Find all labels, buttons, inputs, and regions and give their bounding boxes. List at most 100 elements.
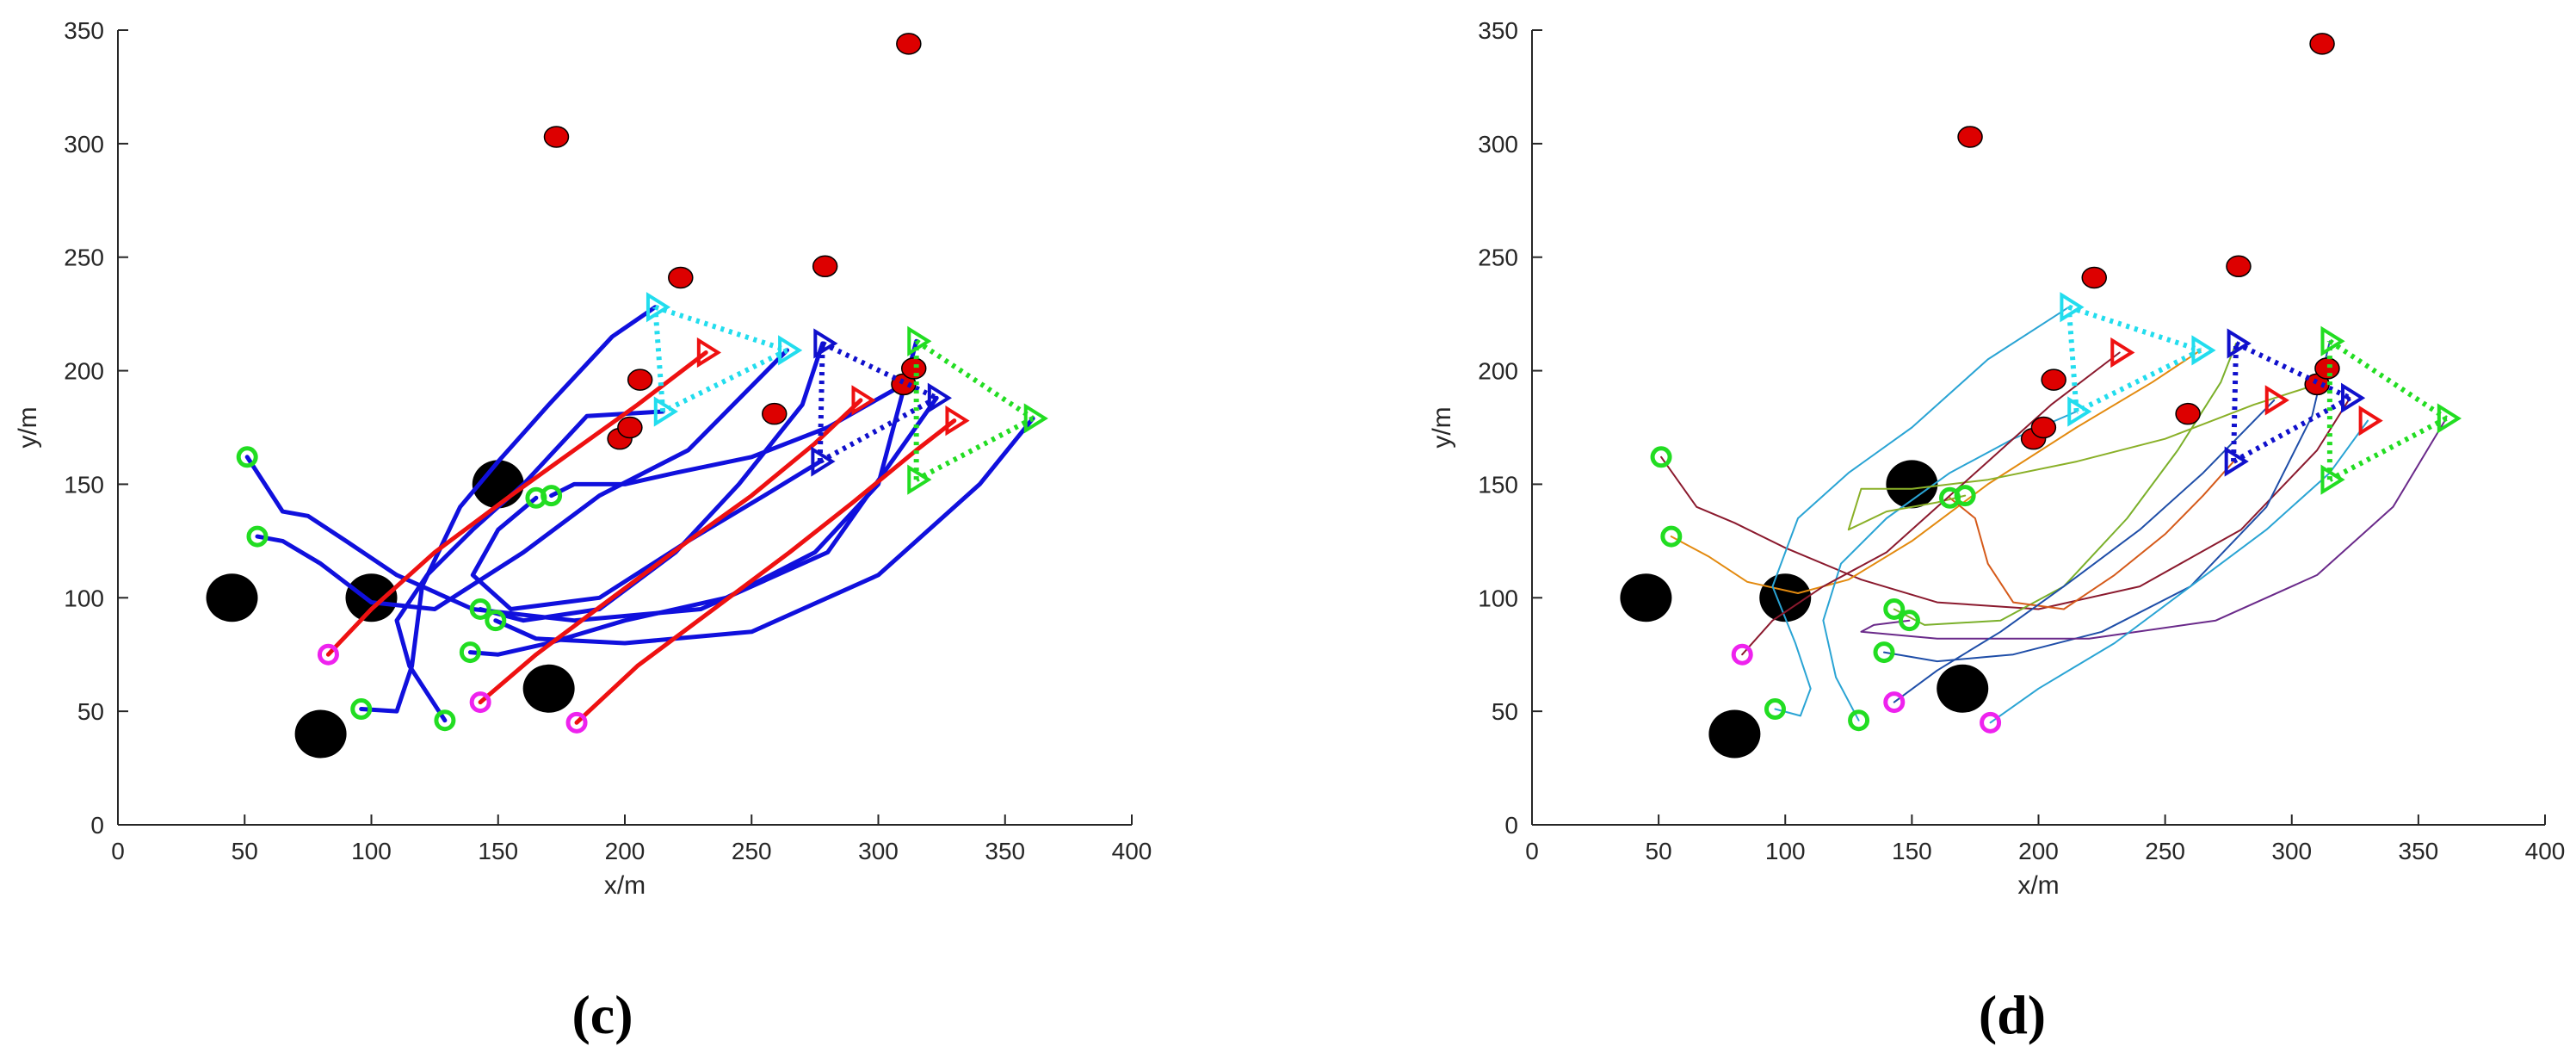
- x-tick-label: 150: [478, 838, 518, 864]
- trajectory-line: [1670, 349, 2202, 594]
- trajectory-line: [467, 338, 919, 657]
- start-marker-green: [1954, 485, 1976, 507]
- y-tick-label: 250: [64, 245, 104, 271]
- obstacle-marker: [294, 709, 347, 759]
- start-marker-green: [1873, 641, 1895, 664]
- formation-vertex-marker: [2320, 464, 2345, 495]
- trajectory-line: [478, 398, 863, 705]
- trajectory-line: [1822, 411, 2078, 721]
- start-marker-green: [485, 610, 507, 632]
- target-marker: [2030, 416, 2057, 439]
- trajectory-line: [1860, 418, 2448, 640]
- obstacle-marker: [1708, 709, 1761, 759]
- formation-edge: [915, 338, 1035, 421]
- x-tick-label: 350: [985, 838, 1025, 864]
- x-tick-label: 400: [2525, 838, 2566, 864]
- y-tick-label: 100: [64, 585, 104, 611]
- y-tick-label: 0: [90, 812, 104, 839]
- formation-edge: [2066, 307, 2079, 412]
- formation-vertex-marker: [907, 325, 932, 356]
- formation-edge: [2328, 338, 2448, 421]
- target-marker: [2175, 402, 2201, 425]
- y-tick-label: 100: [1478, 585, 1518, 611]
- formation-edge: [652, 307, 666, 412]
- target-marker: [2226, 255, 2252, 278]
- y-axis-title: y/m: [14, 406, 42, 448]
- start-marker-green: [236, 446, 258, 468]
- trajectory-line: [325, 350, 708, 657]
- formation-vertex-marker: [646, 292, 671, 323]
- formation-edge: [2234, 341, 2351, 400]
- trajectory-line: [255, 348, 789, 611]
- formation-vertex-marker: [2110, 337, 2135, 368]
- x-tick-label: 300: [2271, 838, 2312, 864]
- formation-vertex-marker: [811, 446, 836, 477]
- y-tick-label: 350: [64, 17, 104, 44]
- formation-vertex-marker: [653, 396, 678, 427]
- x-tick-label: 400: [1112, 838, 1152, 864]
- trajectory-line: [1893, 399, 2276, 703]
- trajectory-line: [493, 416, 1035, 646]
- start-marker-green: [350, 698, 373, 721]
- start-marker-green: [459, 641, 481, 664]
- obstacle-marker: [1937, 664, 1989, 713]
- formation-vertex-marker: [2341, 382, 2366, 413]
- start-marker-green: [1848, 709, 1870, 732]
- x-tick-label: 100: [351, 838, 392, 864]
- x-tick-label: 250: [2145, 838, 2185, 864]
- trajectory-line: [1771, 306, 2070, 717]
- formation-edge: [821, 341, 938, 400]
- formation-vertex-marker: [2358, 405, 2383, 437]
- formation-vertex-marker: [2264, 385, 2289, 416]
- x-tick-label: 50: [1646, 838, 1672, 864]
- x-tick-label: 300: [858, 838, 899, 864]
- trajectory-line: [1883, 340, 2331, 663]
- trajectory-line: [1660, 397, 2351, 610]
- formation-vertex-marker: [696, 337, 722, 368]
- panel-caption: (d): [1979, 984, 2046, 1045]
- x-tick-label: 250: [732, 838, 772, 864]
- formation-vertex-marker: [813, 328, 838, 359]
- formation-vertex-marker: [2067, 396, 2092, 427]
- formation-vertex-marker: [2437, 403, 2462, 434]
- trajectory-line: [359, 305, 658, 714]
- trajectory-line: [394, 409, 665, 723]
- formation-vertex-marker: [907, 464, 932, 495]
- formation-vertex-marker: [2191, 335, 2216, 366]
- y-tick-label: 350: [1478, 17, 1518, 44]
- formation-edge: [2067, 304, 2202, 353]
- trajectory-line: [1847, 383, 2319, 531]
- x-tick-label: 150: [1892, 838, 1932, 864]
- obstacle-marker: [1620, 573, 1672, 622]
- formation-edge: [2231, 343, 2239, 462]
- panel-c-chart: 0 50 100 150 200 250 300 350 400 0 50 100 150 200 250 3…: [14, 17, 1152, 1045]
- formation-edge: [915, 416, 1035, 482]
- formation-vertex-marker: [2320, 325, 2345, 356]
- formation-vertex-marker: [945, 405, 970, 437]
- start-marker-green: [1650, 446, 1672, 468]
- y-tick-label: 50: [1492, 698, 1518, 725]
- start-marker-green: [246, 525, 269, 548]
- start-marker-green: [1764, 698, 1786, 721]
- panel-d-chart: 0 50 100 150 200 250 300 350 400 0 50 100 150 200 250 3…: [1428, 17, 2565, 1045]
- x-tick-label: 0: [1525, 838, 1539, 864]
- start-marker-magenta: [317, 643, 339, 666]
- start-marker-green: [434, 709, 456, 732]
- x-tick-label: 200: [2018, 838, 2059, 864]
- x-tick-label: 200: [605, 838, 646, 864]
- formation-vertex-marker: [2060, 292, 2085, 323]
- trajectory-line: [549, 381, 906, 499]
- formation-vertex-marker: [1023, 403, 1048, 434]
- formation-vertex-marker: [2224, 446, 2249, 477]
- y-axis-title: y/m: [1428, 406, 1456, 448]
- formation-edge: [654, 304, 788, 353]
- formation-edge: [661, 348, 788, 414]
- start-marker-magenta: [565, 711, 588, 734]
- x-tick-label: 350: [2399, 838, 2439, 864]
- y-tick-label: 150: [1478, 471, 1518, 498]
- y-tick-label: 50: [77, 698, 104, 725]
- x-tick-label: 0: [111, 838, 125, 864]
- trajectory-line: [574, 418, 957, 725]
- start-marker-green: [541, 485, 563, 507]
